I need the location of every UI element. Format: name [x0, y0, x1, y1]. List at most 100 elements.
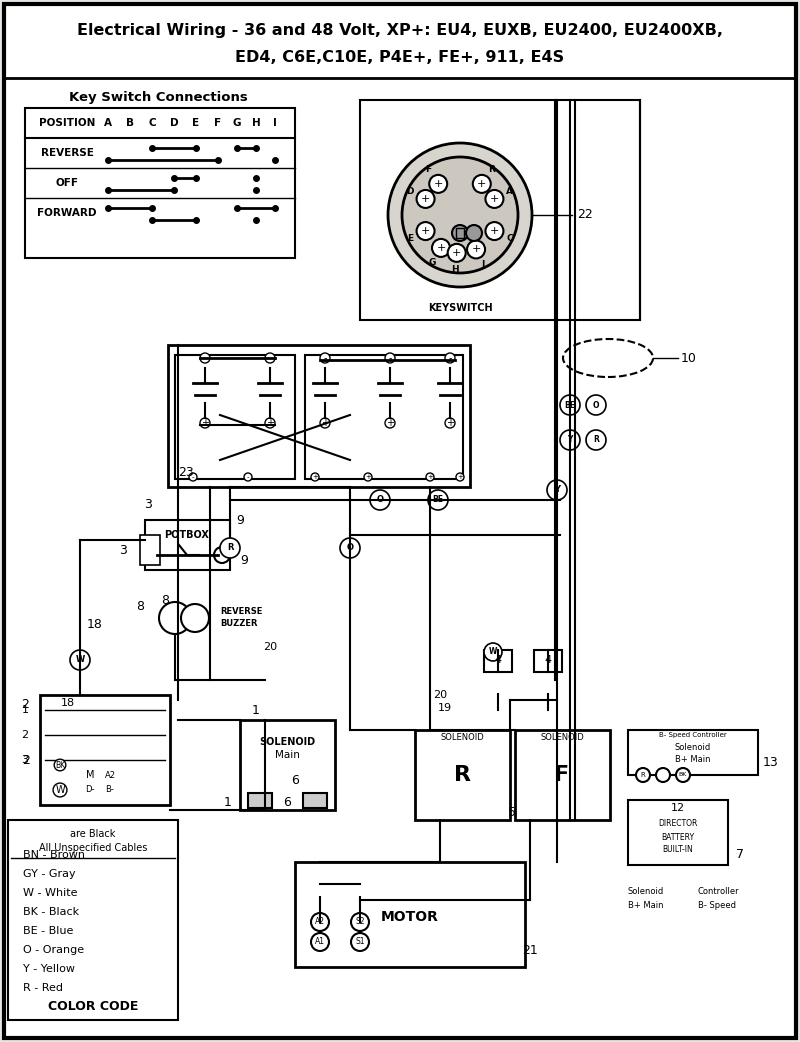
Text: 4: 4	[494, 655, 502, 665]
Bar	[534, 650, 562, 672]
Text: 20: 20	[433, 690, 447, 700]
Text: Key Switch Connections: Key Switch Connections	[69, 92, 247, 104]
Text: A: A	[506, 188, 514, 196]
Bar	[168, 345, 470, 487]
Text: -: -	[268, 353, 272, 363]
Text: 1: 1	[22, 705, 29, 715]
Text: F: F	[426, 166, 431, 174]
Text: G: G	[429, 258, 436, 267]
Text: +: +	[421, 226, 430, 237]
Circle shape	[586, 395, 606, 415]
Text: B+ Main: B+ Main	[675, 755, 710, 765]
Text: W - White: W - White	[23, 888, 78, 898]
Text: -: -	[203, 353, 206, 363]
Bar	[484, 650, 512, 672]
Text: +: +	[427, 474, 433, 480]
Bar	[40, 695, 170, 805]
Text: O: O	[377, 496, 383, 504]
Circle shape	[311, 473, 319, 481]
Bar	[25, 108, 295, 258]
Text: GY - Gray: GY - Gray	[23, 869, 76, 879]
Text: +: +	[436, 243, 446, 253]
Text: G: G	[233, 118, 242, 128]
Text: R: R	[593, 436, 599, 445]
Text: +: +	[446, 418, 454, 428]
Text: I: I	[482, 260, 485, 269]
Text: S2: S2	[355, 918, 365, 926]
Bar	[4, 4, 796, 78]
Text: SOLENOID: SOLENOID	[440, 734, 484, 743]
Circle shape	[159, 602, 191, 634]
Circle shape	[200, 353, 210, 363]
Bar	[628, 800, 728, 865]
Text: 5: 5	[508, 805, 516, 819]
Ellipse shape	[563, 339, 653, 377]
Text: C: C	[506, 233, 513, 243]
Circle shape	[445, 418, 455, 428]
Bar	[240, 720, 335, 810]
Text: 18: 18	[61, 698, 75, 708]
Circle shape	[486, 190, 503, 208]
Circle shape	[560, 430, 580, 450]
Circle shape	[466, 225, 482, 241]
Circle shape	[189, 473, 197, 481]
Text: -: -	[388, 353, 392, 363]
Text: W: W	[75, 655, 85, 665]
Circle shape	[452, 225, 468, 241]
Text: -: -	[323, 353, 326, 363]
Circle shape	[385, 418, 395, 428]
Bar	[295, 862, 525, 967]
Text: Y - Yellow: Y - Yellow	[23, 964, 75, 974]
Circle shape	[220, 538, 240, 559]
Text: -: -	[246, 474, 250, 480]
Text: B: B	[126, 118, 134, 128]
Text: 6: 6	[283, 795, 291, 809]
Circle shape	[586, 430, 606, 450]
Text: 18: 18	[87, 619, 103, 631]
Text: W: W	[489, 647, 497, 656]
Text: D: D	[170, 118, 178, 128]
Circle shape	[265, 418, 275, 428]
Text: A1: A1	[315, 938, 325, 946]
Text: 7: 7	[736, 848, 744, 862]
Text: O: O	[593, 400, 599, 410]
Text: 3: 3	[119, 544, 127, 556]
Text: 8: 8	[161, 594, 169, 606]
Text: M: M	[86, 770, 94, 780]
Text: COLOR CODE: COLOR CODE	[48, 999, 138, 1013]
Circle shape	[426, 473, 434, 481]
Text: 4: 4	[545, 655, 551, 665]
Text: Y: Y	[567, 436, 573, 445]
Text: H: H	[451, 266, 459, 274]
Bar	[140, 535, 160, 565]
Text: 6: 6	[291, 773, 299, 787]
Text: R: R	[488, 166, 495, 174]
Text: REVERSE: REVERSE	[41, 148, 94, 158]
Circle shape	[676, 768, 690, 782]
Text: D-: D-	[86, 786, 94, 794]
Text: SOLENOID: SOLENOID	[540, 734, 584, 743]
Circle shape	[244, 473, 252, 481]
Text: +: +	[266, 418, 274, 428]
Text: 22: 22	[577, 208, 593, 222]
Text: D: D	[406, 188, 414, 196]
Circle shape	[370, 490, 390, 510]
Text: POTBOX: POTBOX	[165, 530, 210, 540]
Text: E: E	[407, 233, 414, 243]
Text: +: +	[471, 245, 481, 254]
Text: 2: 2	[22, 753, 30, 767]
Text: +: +	[365, 474, 371, 480]
Text: Main: Main	[274, 750, 299, 760]
Circle shape	[402, 157, 518, 273]
Text: H: H	[252, 118, 260, 128]
Bar	[8, 820, 178, 1020]
Circle shape	[340, 538, 360, 559]
Text: W: W	[55, 785, 65, 795]
Text: BUZZER: BUZZER	[220, 620, 258, 628]
Text: Solenoid: Solenoid	[675, 744, 711, 752]
Text: REVERSE: REVERSE	[220, 607, 262, 617]
Circle shape	[656, 768, 670, 782]
Text: BK: BK	[55, 761, 65, 769]
Circle shape	[448, 244, 466, 262]
Text: BATTERY: BATTERY	[662, 833, 694, 842]
